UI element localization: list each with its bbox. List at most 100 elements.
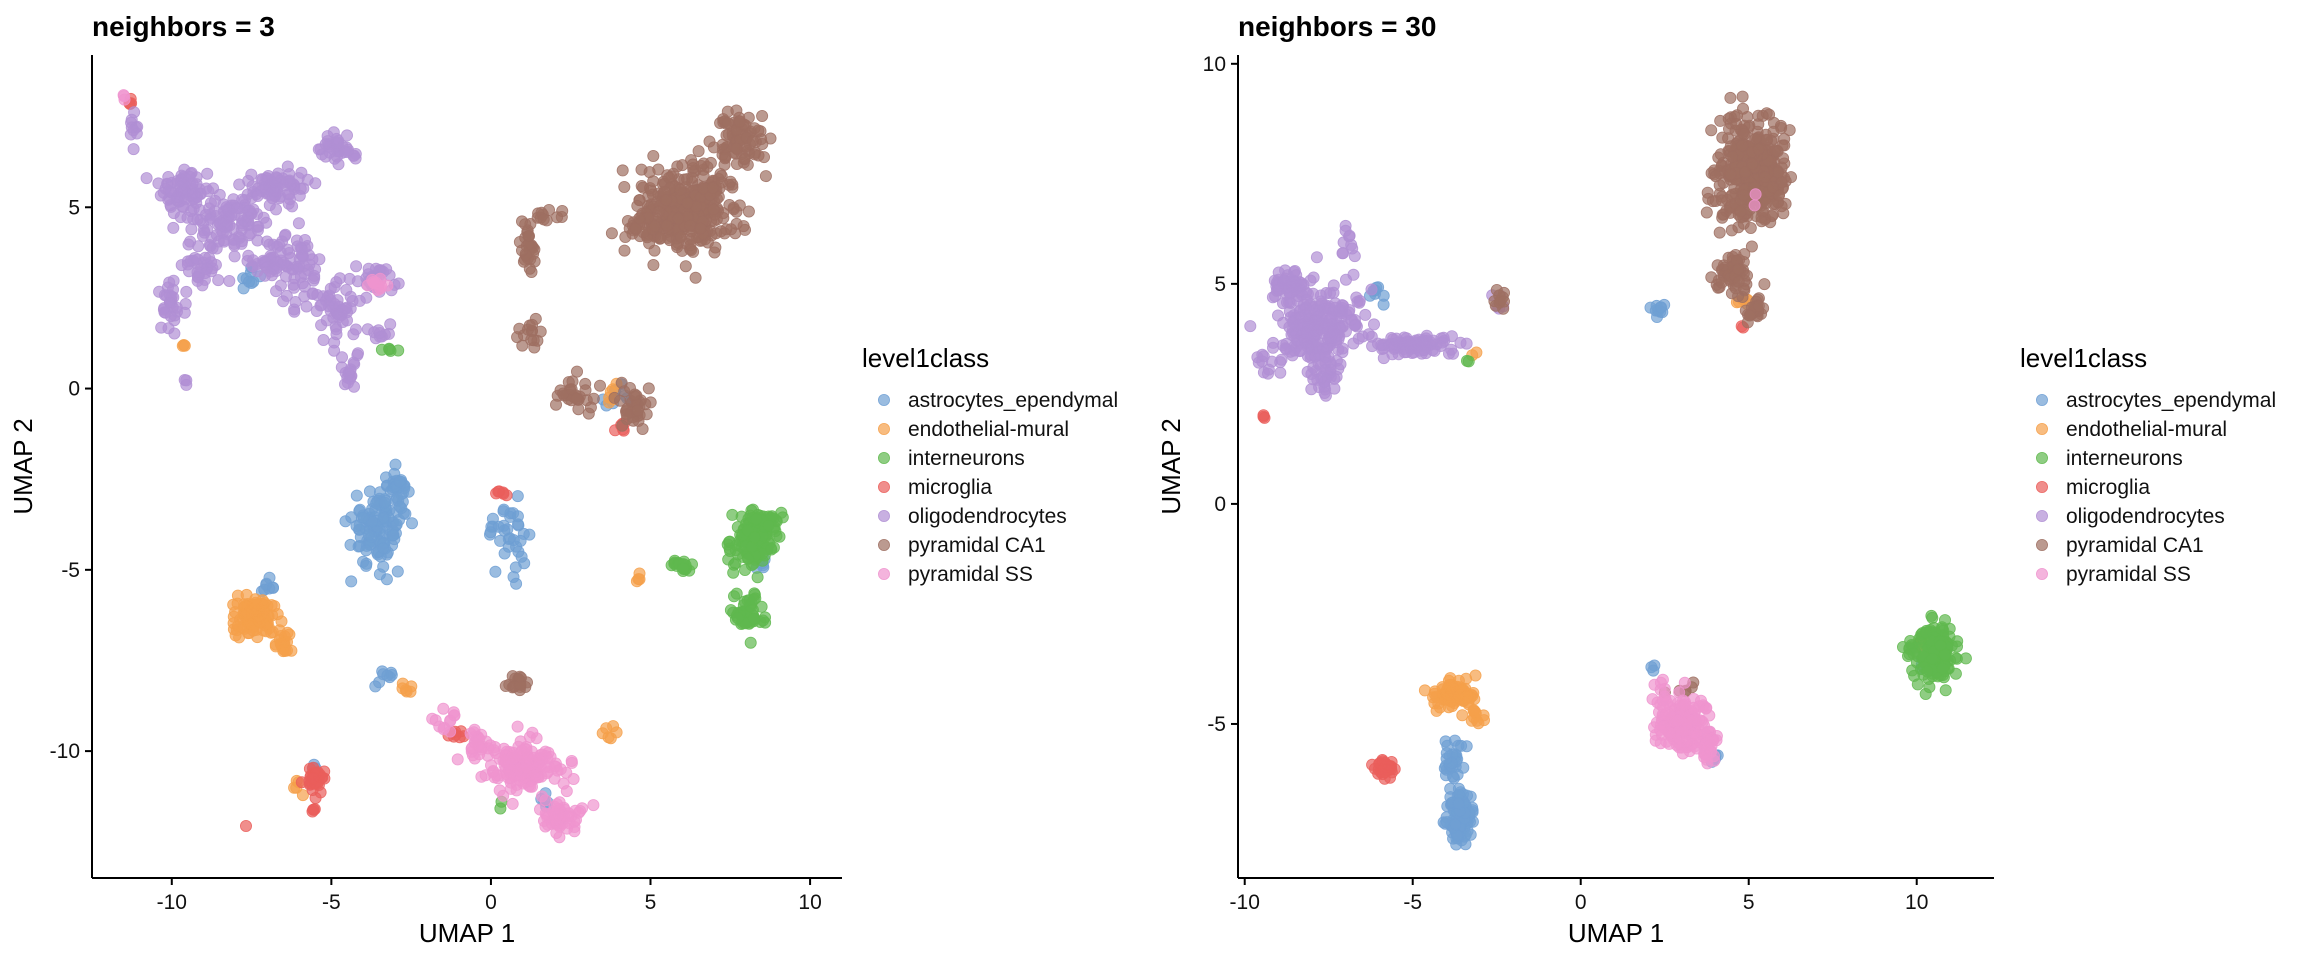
data-point xyxy=(391,565,404,578)
data-point xyxy=(1732,263,1745,276)
data-point xyxy=(1758,170,1771,183)
data-point xyxy=(266,581,279,594)
data-point xyxy=(179,192,192,205)
data-point xyxy=(1752,143,1765,156)
data-point xyxy=(647,258,660,271)
x-tick-label: 5 xyxy=(1743,891,1755,914)
data-point xyxy=(511,490,524,503)
x-tick-label: -10 xyxy=(157,891,187,914)
data-point xyxy=(1310,251,1323,264)
data-point xyxy=(1737,102,1750,115)
data-point xyxy=(125,121,138,134)
legend-item: astrocytes_ependymal xyxy=(878,389,1118,412)
data-point xyxy=(494,534,507,547)
data-point xyxy=(565,755,578,768)
x-tick-label: -5 xyxy=(322,891,341,914)
data-point xyxy=(1445,330,1458,343)
data-point xyxy=(1339,224,1352,237)
data-point xyxy=(1294,344,1307,357)
y-tick-label: -10 xyxy=(50,740,80,763)
data-point xyxy=(242,229,255,242)
data-point xyxy=(185,223,198,236)
data-point xyxy=(492,485,505,498)
data-point xyxy=(516,244,529,257)
data-point xyxy=(518,557,531,570)
data-point xyxy=(1715,276,1728,289)
data-point xyxy=(1325,330,1338,343)
data-point xyxy=(716,138,729,151)
data-point xyxy=(605,227,618,240)
data-point xyxy=(1257,366,1270,379)
data-point xyxy=(1307,373,1320,386)
data-point xyxy=(1921,665,1934,678)
data-point xyxy=(1359,308,1372,321)
data-point xyxy=(525,333,538,346)
data-point xyxy=(280,289,293,302)
chart-title: neighbors = 30 xyxy=(1238,11,1436,42)
data-point xyxy=(1939,684,1952,697)
data-point xyxy=(405,517,418,530)
data-point xyxy=(289,295,302,308)
legend-item: microglia xyxy=(878,476,992,499)
x-tick-label: 10 xyxy=(1905,891,1928,914)
data-point xyxy=(498,547,511,560)
data-point xyxy=(750,513,763,526)
data-point xyxy=(1732,275,1745,288)
data-point xyxy=(1767,125,1780,138)
data-point xyxy=(212,274,225,287)
data-point xyxy=(300,300,313,313)
data-point xyxy=(1943,622,1956,635)
data-point xyxy=(159,182,172,195)
data-point xyxy=(270,171,283,184)
data-point xyxy=(330,323,343,336)
data-point xyxy=(562,810,575,823)
series-interneurons xyxy=(1461,354,1972,701)
data-point xyxy=(660,193,673,206)
data-point xyxy=(548,760,561,773)
data-point xyxy=(258,181,271,194)
data-point xyxy=(437,702,450,715)
data-point xyxy=(1663,737,1676,750)
data-point xyxy=(1902,650,1915,663)
data-point xyxy=(738,595,751,608)
data-point xyxy=(174,174,187,187)
x-tick-label: 0 xyxy=(1575,891,1587,914)
legend-swatch xyxy=(2036,480,2049,493)
data-point xyxy=(511,331,524,344)
data-point xyxy=(1648,678,1661,691)
data-point xyxy=(514,534,527,547)
panel-2: neighbors = 30 -10 -5 0 5 10 10 5 0 -5 UMAP 1 UMAP … xyxy=(1156,11,2276,948)
data-point xyxy=(648,220,661,233)
legend-label: oligodendrocytes xyxy=(908,505,1067,528)
data-point xyxy=(587,799,600,812)
data-point xyxy=(282,175,295,188)
data-point xyxy=(270,262,283,275)
data-point xyxy=(349,323,362,336)
data-point xyxy=(127,143,140,156)
data-point xyxy=(549,814,562,827)
data-point xyxy=(319,138,332,151)
data-point xyxy=(1755,215,1768,228)
legend-swatch xyxy=(878,539,891,552)
data-point xyxy=(335,351,348,364)
data-point xyxy=(520,761,533,774)
data-point xyxy=(1336,342,1349,355)
scatter-points xyxy=(1244,90,1972,851)
data-point xyxy=(350,260,363,273)
data-point xyxy=(551,211,564,224)
data-point xyxy=(1926,652,1939,665)
legend-label: microglia xyxy=(2066,476,2150,499)
data-point xyxy=(1716,211,1729,224)
data-point xyxy=(1444,681,1457,694)
series-interneurons xyxy=(375,342,789,815)
data-point xyxy=(674,183,687,196)
data-point xyxy=(1716,131,1729,144)
data-point xyxy=(497,742,510,755)
data-point xyxy=(360,291,373,304)
legend-swatch xyxy=(878,422,891,435)
data-point xyxy=(484,759,497,772)
data-point xyxy=(1469,669,1482,682)
data-point xyxy=(246,260,259,273)
data-point xyxy=(679,260,692,273)
data-point xyxy=(345,575,358,588)
